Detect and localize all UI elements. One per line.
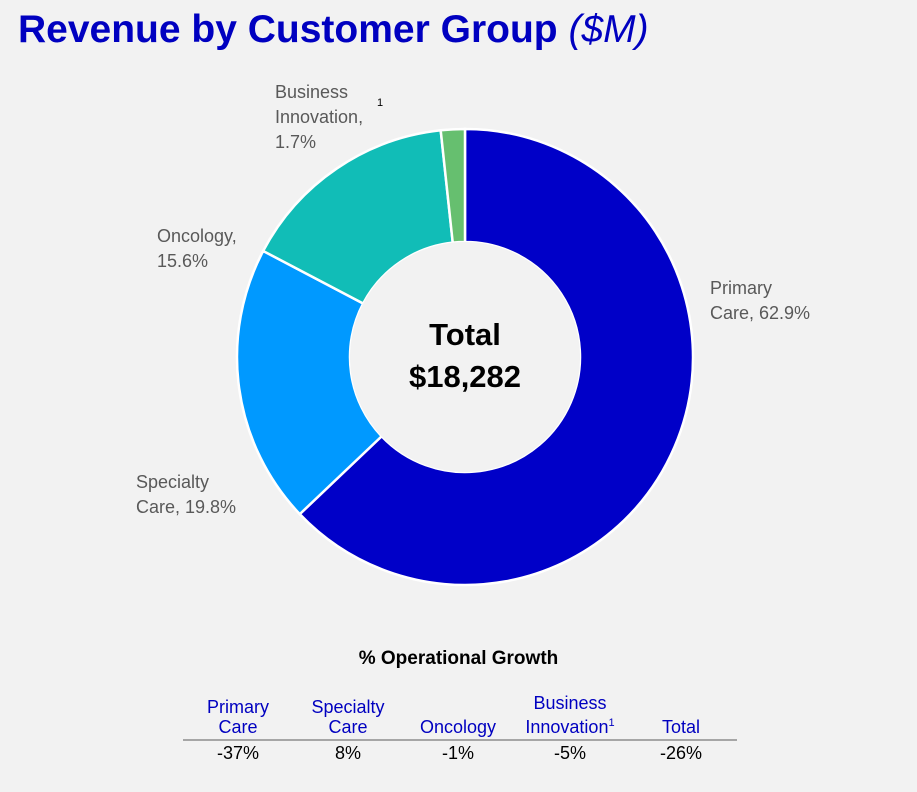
growth-header-line: Primary xyxy=(207,697,269,717)
label-business-innovation: Business Innovation, 1.7% xyxy=(275,82,363,152)
growth-value: 8% xyxy=(334,743,361,763)
growth-value: -1% xyxy=(441,743,474,763)
growth-header: Primary Care xyxy=(178,695,298,737)
growth-value: -5% xyxy=(553,743,586,763)
growth-header: Total xyxy=(621,695,741,737)
growth-header-line: Business xyxy=(533,693,607,713)
growth-column: Specialty Care 8% xyxy=(288,695,408,763)
title-text: Revenue by Customer Group xyxy=(18,8,558,51)
growth-column: Oncology -1% xyxy=(398,695,518,763)
label-footnote: 1 xyxy=(377,97,383,109)
growth-header-line: Care xyxy=(328,717,368,737)
slice-labels: Primary Care, 62.9% Specialty Care, 19.8% On… xyxy=(136,82,810,517)
growth-divider xyxy=(183,739,737,741)
growth-header: Business Innovation1 xyxy=(510,693,630,737)
center-label: Total xyxy=(429,317,501,352)
growth-column: Total -26% xyxy=(621,695,741,763)
growth-header-line: Total xyxy=(661,717,701,737)
growth-header-line: Oncology xyxy=(419,717,497,737)
growth-header-line: Innovation1 xyxy=(525,717,615,737)
growth-header: Specialty Care xyxy=(288,695,408,737)
page-title: Revenue by Customer Group ($M) xyxy=(18,8,649,52)
title-unit: ($M) xyxy=(568,8,649,51)
label-specialty-care: Specialty Care, 19.8% xyxy=(136,472,236,517)
growth-header-line: Specialty xyxy=(311,697,385,717)
growth-header-line: Care xyxy=(218,717,258,737)
growth-title: % Operational Growth xyxy=(358,648,559,669)
growth-value: -37% xyxy=(216,743,260,763)
donut-hole xyxy=(350,242,580,472)
center-value: $18,282 xyxy=(409,359,521,394)
label-oncology: Oncology, 15.6% xyxy=(157,226,237,271)
growth-footnote: 1 xyxy=(608,717,615,729)
label-primary-care: Primary Care, 62.9% xyxy=(710,278,810,323)
donut-chart: Total $18,282 Primary Care, 62.9% Specialt… xyxy=(136,82,810,587)
growth-header: Oncology xyxy=(398,695,518,737)
growth-value: -26% xyxy=(659,743,703,763)
growth-column: Business Innovation1 -5% xyxy=(510,693,630,763)
growth-column: Primary Care -37% xyxy=(178,695,298,763)
